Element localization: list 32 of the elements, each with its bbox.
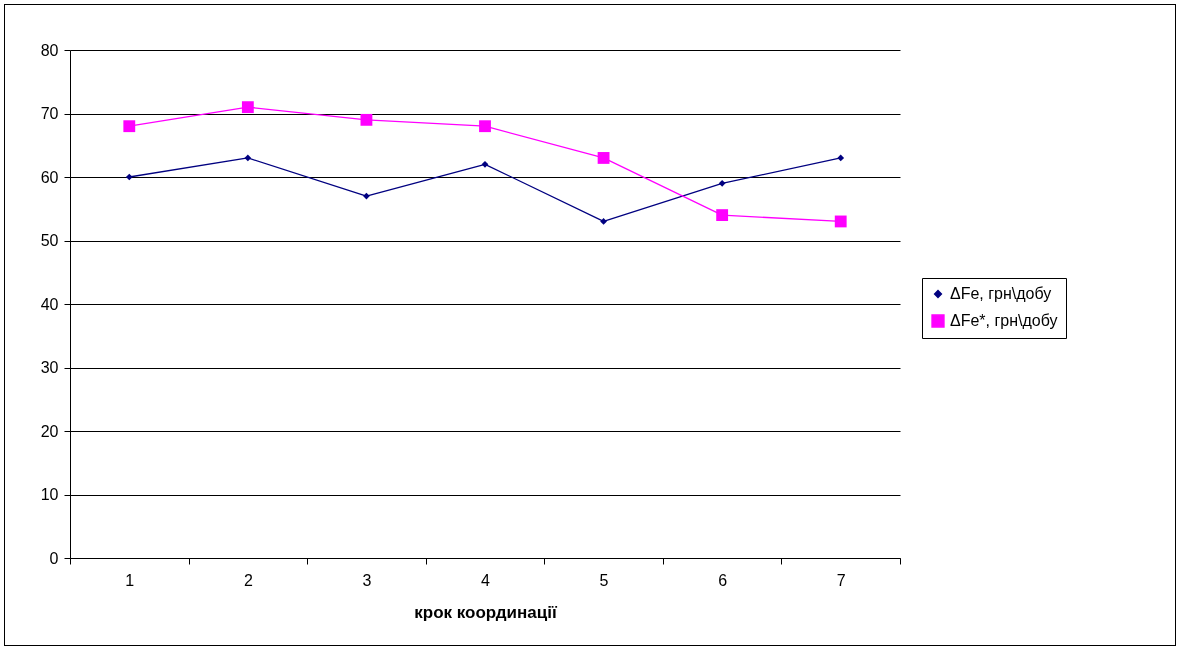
x-tick-label: 7 [836,571,846,589]
point [481,160,489,168]
y-tick-label: 30 [40,359,59,376]
y-tick-label: 80 [40,41,59,59]
legend-label: ΔFe, грн\добу [950,285,1052,302]
x-tick-label: 3 [362,571,372,589]
x-axis-title: крок координації [414,602,558,622]
y-tick-label: 50 [40,232,59,249]
point [244,154,252,162]
y-tick-label: 20 [40,422,59,440]
point [360,113,373,126]
y-tick-label: 40 [40,295,59,313]
x-tick-label: 1 [125,571,135,589]
point [837,154,845,162]
y-tick-label: 60 [40,168,59,186]
x-tick-label: 2 [243,571,253,589]
point [600,218,607,225]
y-tick-label: 0 [49,549,59,567]
y-tick-label: 10 [40,486,59,503]
point [479,120,491,133]
y-tick-label: 70 [40,105,59,122]
point [123,120,136,133]
point [716,209,729,222]
x-tick-label: 5 [599,571,609,589]
point [597,152,610,164]
x-tick-label: 6 [718,571,728,589]
point [241,101,254,114]
point [834,215,847,228]
point [718,180,726,187]
point [125,173,133,181]
legend-label: ΔFe*, грн\добу [950,312,1058,329]
x-tick-label: 4 [481,571,491,589]
